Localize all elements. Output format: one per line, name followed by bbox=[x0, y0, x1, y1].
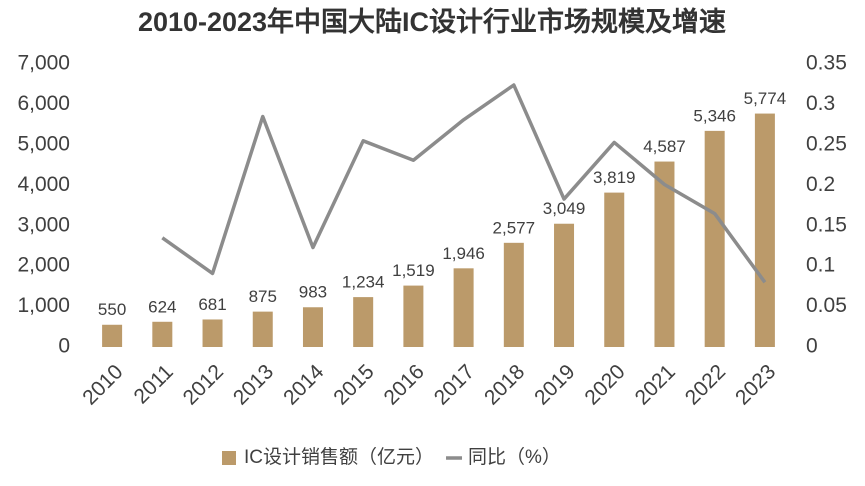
y-tick-label: 4,000 bbox=[17, 173, 70, 196]
bar bbox=[554, 223, 575, 347]
x-tick-label: 2012 bbox=[179, 360, 228, 409]
value-label: 550 bbox=[98, 300, 126, 319]
bar bbox=[102, 324, 123, 347]
bar bbox=[654, 161, 675, 347]
y2-tick-label: 0.2 bbox=[806, 173, 835, 196]
value-label: 1,946 bbox=[442, 244, 485, 263]
x-tick-label: 2010 bbox=[78, 360, 127, 409]
legend-swatch bbox=[222, 451, 236, 465]
bar bbox=[604, 192, 625, 347]
x-tick-label: 2019 bbox=[530, 360, 579, 409]
value-label: 5,346 bbox=[693, 106, 736, 125]
x-tick-label: 2013 bbox=[229, 360, 278, 409]
bar bbox=[252, 311, 273, 347]
y-tick-label: 7,000 bbox=[17, 52, 70, 75]
bar bbox=[302, 307, 323, 347]
y-tick-label: 0 bbox=[58, 335, 70, 358]
bar bbox=[152, 321, 173, 347]
y-tick-label: 5,000 bbox=[17, 132, 70, 155]
bar bbox=[202, 319, 223, 347]
value-label: 3,049 bbox=[543, 199, 586, 218]
bar bbox=[704, 130, 725, 347]
x-tick-label: 2014 bbox=[279, 360, 329, 410]
x-tick-label: 2020 bbox=[580, 360, 629, 409]
y2-tick-label: 0.1 bbox=[806, 254, 835, 277]
y2-tick-label: 0.35 bbox=[806, 52, 847, 75]
bar bbox=[353, 297, 374, 347]
chart-title: 2010-2023年中国大陆IC设计行业市场规模及增速 bbox=[138, 6, 726, 37]
y-tick-label: 3,000 bbox=[17, 213, 70, 236]
y-tick-label: 2,000 bbox=[17, 254, 70, 277]
x-tick-label: 2021 bbox=[631, 360, 680, 409]
line bbox=[161, 83, 767, 284]
y-tick-label: 6,000 bbox=[17, 92, 70, 115]
value-label: 5,774 bbox=[744, 89, 787, 108]
legend-label: IC设计销售额（亿元） bbox=[244, 446, 434, 468]
x-tick-label: 2022 bbox=[681, 360, 730, 409]
legend-label: 同比（%） bbox=[468, 446, 561, 468]
bar bbox=[754, 113, 775, 347]
x-tick-label: 2023 bbox=[731, 360, 780, 409]
value-label: 1,234 bbox=[342, 273, 385, 292]
value-label: 3,819 bbox=[593, 168, 636, 187]
y2-tick-label: 0.25 bbox=[806, 132, 847, 155]
y2-tick-label: 0.15 bbox=[806, 213, 847, 236]
value-label: 2,577 bbox=[493, 218, 536, 237]
y2-tick-label: 0 bbox=[806, 335, 818, 358]
y2-tick-label: 0.05 bbox=[806, 294, 847, 317]
y2-tick-label: 0.3 bbox=[806, 92, 835, 115]
y-tick-label: 1,000 bbox=[17, 294, 70, 317]
value-label: 681 bbox=[198, 295, 226, 314]
value-label: 875 bbox=[249, 287, 277, 306]
bar bbox=[403, 285, 424, 347]
x-tick-label: 2017 bbox=[430, 360, 479, 409]
value-label: 624 bbox=[148, 297, 176, 316]
bar bbox=[503, 242, 524, 347]
x-tick-label: 2018 bbox=[480, 360, 529, 409]
value-label: 983 bbox=[299, 283, 327, 302]
bar bbox=[453, 268, 474, 347]
value-label: 1,519 bbox=[392, 261, 435, 280]
x-tick-label: 2011 bbox=[130, 360, 178, 408]
value-label: 4,587 bbox=[643, 137, 686, 156]
x-tick-label: 2016 bbox=[380, 360, 429, 409]
x-tick-label: 2015 bbox=[329, 360, 378, 409]
